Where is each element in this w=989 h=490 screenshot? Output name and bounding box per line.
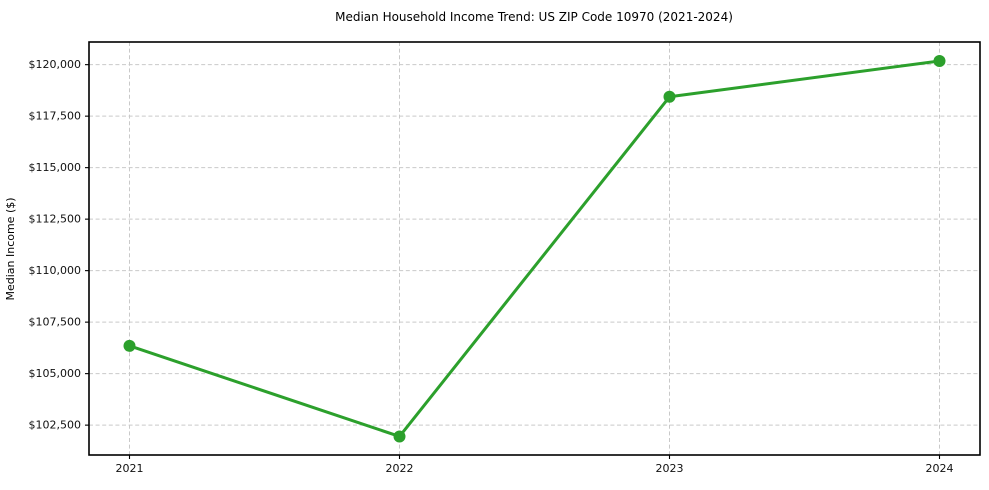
y-tick-label: $102,500 (29, 419, 82, 432)
data-point (933, 54, 946, 67)
data-point (663, 90, 676, 103)
x-tick-label: 2022 (386, 462, 414, 475)
y-tick-label: $105,000 (29, 367, 82, 380)
data-point (393, 430, 406, 443)
y-tick-label: $112,500 (29, 213, 82, 226)
y-tick-label: $120,000 (29, 58, 82, 71)
chart-title: Median Household Income Trend: US ZIP Co… (335, 10, 733, 24)
y-tick-label: $107,500 (29, 316, 82, 329)
y-tick-label: $115,000 (29, 161, 82, 174)
y-tick-label: $110,000 (29, 264, 82, 277)
y-tick-label: $117,500 (29, 110, 82, 123)
x-tick-label: 2024 (926, 462, 954, 475)
x-tick-label: 2023 (656, 462, 684, 475)
plot-border (88, 41, 981, 456)
y-axis-label: Median Income ($) (4, 197, 17, 300)
data-line (128, 59, 941, 438)
x-tick-label: 2021 (116, 462, 144, 475)
data-point (123, 339, 136, 352)
